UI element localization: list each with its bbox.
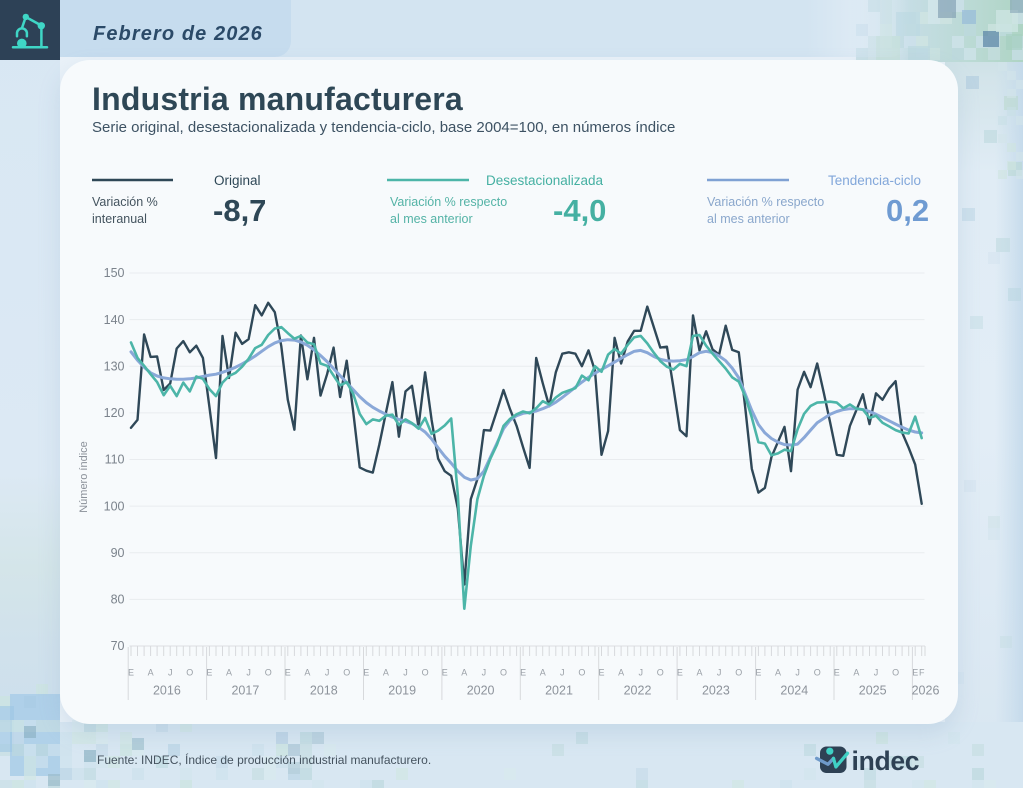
svg-text:A: A xyxy=(540,668,546,678)
svg-text:140: 140 xyxy=(104,313,125,327)
svg-text:O: O xyxy=(892,668,899,678)
svg-text:E: E xyxy=(206,668,212,678)
svg-text:E: E xyxy=(128,668,134,678)
svg-text:O: O xyxy=(735,668,742,678)
svg-text:2017: 2017 xyxy=(231,684,259,698)
svg-text:2022: 2022 xyxy=(624,684,652,698)
svg-text:O: O xyxy=(578,668,585,678)
svg-text:2016: 2016 xyxy=(153,684,181,698)
svg-text:J: J xyxy=(795,668,800,678)
svg-text:Número índice: Número índice xyxy=(78,441,90,513)
svg-text:E: E xyxy=(912,668,918,678)
svg-text:A: A xyxy=(226,668,232,678)
svg-text:J: J xyxy=(560,668,565,678)
svg-text:F: F xyxy=(919,668,925,678)
svg-text:J: J xyxy=(717,668,722,678)
svg-text:110: 110 xyxy=(105,453,125,467)
svg-text:100: 100 xyxy=(104,499,125,513)
svg-text:E: E xyxy=(755,668,761,678)
svg-text:A: A xyxy=(461,668,467,678)
svg-text:A: A xyxy=(696,668,702,678)
svg-text:O: O xyxy=(186,668,193,678)
svg-text:2018: 2018 xyxy=(310,684,338,698)
svg-text:2021: 2021 xyxy=(545,684,573,698)
svg-text:2019: 2019 xyxy=(388,684,416,698)
svg-text:A: A xyxy=(853,668,859,678)
svg-text:70: 70 xyxy=(111,639,125,653)
svg-text:O: O xyxy=(343,668,350,678)
svg-text:130: 130 xyxy=(104,359,125,373)
svg-text:2020: 2020 xyxy=(467,684,495,698)
svg-text:A: A xyxy=(618,668,624,678)
svg-text:E: E xyxy=(834,668,840,678)
svg-text:120: 120 xyxy=(104,406,125,420)
svg-text:150: 150 xyxy=(104,266,125,280)
svg-text:O: O xyxy=(657,668,664,678)
svg-text:2024: 2024 xyxy=(780,684,808,698)
svg-text:J: J xyxy=(482,668,487,678)
svg-text:A: A xyxy=(775,668,781,678)
svg-text:O: O xyxy=(500,668,507,678)
svg-text:A: A xyxy=(383,668,389,678)
svg-text:O: O xyxy=(422,668,429,678)
svg-text:J: J xyxy=(168,668,173,678)
svg-text:O: O xyxy=(814,668,821,678)
svg-text:2025: 2025 xyxy=(859,684,887,698)
svg-text:E: E xyxy=(520,668,526,678)
svg-text:2026: 2026 xyxy=(912,684,940,698)
svg-text:J: J xyxy=(325,668,330,678)
svg-text:J: J xyxy=(246,668,251,678)
svg-text:J: J xyxy=(638,668,643,678)
svg-text:J: J xyxy=(403,668,408,678)
svg-text:E: E xyxy=(442,668,448,678)
svg-text:E: E xyxy=(677,668,683,678)
svg-text:90: 90 xyxy=(111,546,125,560)
svg-text:E: E xyxy=(363,668,369,678)
svg-text:A: A xyxy=(148,668,154,678)
svg-text:E: E xyxy=(285,668,291,678)
svg-text:J: J xyxy=(874,668,879,678)
svg-text:E: E xyxy=(598,668,604,678)
svg-text:A: A xyxy=(304,668,310,678)
svg-text:80: 80 xyxy=(111,593,125,607)
svg-text:O: O xyxy=(265,668,272,678)
svg-text:indec: indec xyxy=(852,746,920,776)
svg-text:2023: 2023 xyxy=(702,684,730,698)
